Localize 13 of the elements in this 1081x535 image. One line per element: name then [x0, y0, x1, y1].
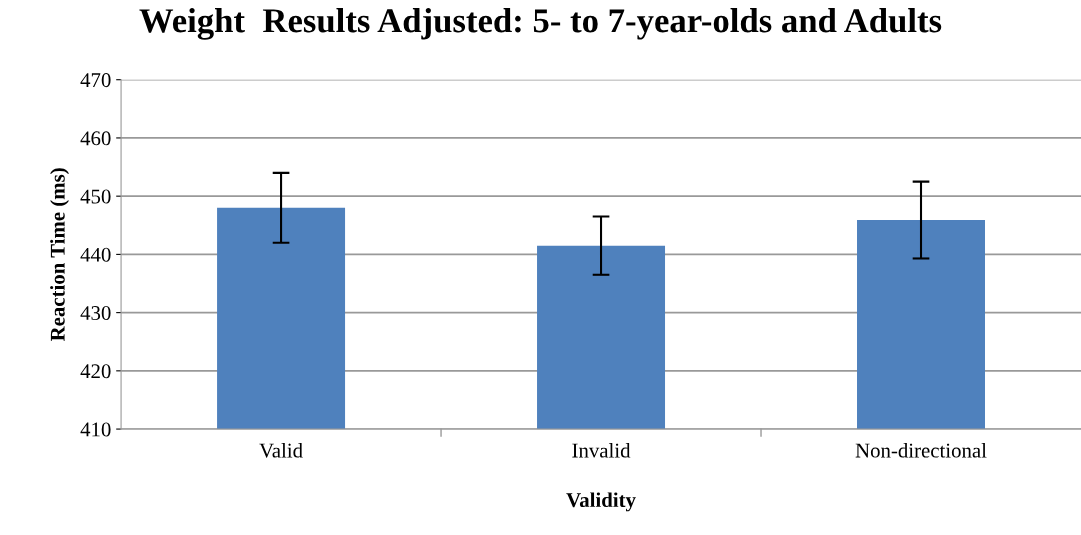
y-tick-label: 470 [80, 73, 111, 88]
y-tick-label: 410 [80, 422, 111, 437]
chart-title: Weight Results Adjusted: 5- to 7-year-olds and Adults [139, 8, 942, 40]
y-tick-label: 420 [80, 364, 111, 379]
x-tick-label: Non-directional [855, 442, 987, 458]
y-tick-label: 450 [80, 189, 111, 204]
x-tick-label: Invalid [572, 442, 631, 458]
y-axis-title: Reaction Time (ms) [50, 168, 69, 342]
y-tick-label: 430 [80, 305, 111, 321]
y-tick-label: 460 [80, 131, 111, 146]
x-axis-title: Validity [566, 492, 636, 512]
y-tick-label: 440 [80, 247, 111, 262]
x-tick-label: Valid [259, 442, 303, 458]
